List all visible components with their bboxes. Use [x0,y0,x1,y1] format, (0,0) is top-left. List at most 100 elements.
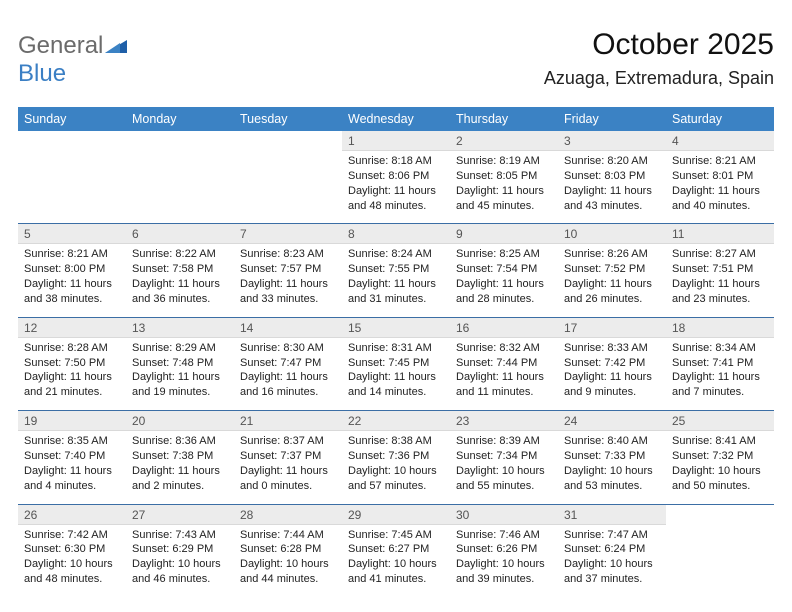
sunrise-text: Sunrise: 8:39 AM [456,434,552,449]
day-header: Sunday [18,107,126,131]
day-detail-cell: Sunrise: 8:36 AMSunset: 7:38 PMDaylight:… [126,431,234,504]
day-number: 6 [126,224,234,244]
daylight-text: and 38 minutes. [24,292,120,307]
day-detail-row: Sunrise: 8:35 AMSunset: 7:40 PMDaylight:… [18,431,774,504]
day-number: 28 [234,505,342,525]
day-detail-row: Sunrise: 8:28 AMSunset: 7:50 PMDaylight:… [18,337,774,410]
day-header: Friday [558,107,666,131]
sunset-text: Sunset: 6:30 PM [24,542,120,557]
day-number: 25 [666,411,774,431]
daylight-text: Daylight: 11 hours [240,277,336,292]
day-number: 16 [450,318,558,338]
daylight-text: and 4 minutes. [24,479,120,494]
location: Azuaga, Extremadura, Spain [544,68,774,89]
day-detail-row: Sunrise: 7:42 AMSunset: 6:30 PMDaylight:… [18,524,774,597]
daylight-text: and 45 minutes. [456,199,552,214]
day-number: 20 [126,411,234,431]
sunrise-text: Sunrise: 8:33 AM [564,341,660,356]
day-number: 4 [666,131,774,151]
sunrise-text: Sunrise: 8:31 AM [348,341,444,356]
sunset-text: Sunset: 8:03 PM [564,169,660,184]
sunset-text: Sunset: 6:24 PM [564,542,660,557]
header: General Blue October 2025 Azuaga, Extrem… [18,28,774,89]
day-detail-row: Sunrise: 8:18 AMSunset: 8:06 PMDaylight:… [18,151,774,224]
day-detail-cell: Sunrise: 8:34 AMSunset: 7:41 PMDaylight:… [666,337,774,410]
sunset-text: Sunset: 6:28 PM [240,542,336,557]
day-number: 5 [18,224,126,244]
day-number: 3 [558,131,666,151]
day-number: 8 [342,224,450,244]
daylight-text: and 48 minutes. [24,572,120,587]
daylight-text: and 16 minutes. [240,385,336,400]
daylight-text: Daylight: 11 hours [672,184,768,199]
daylight-text: Daylight: 11 hours [672,370,768,385]
sunset-text: Sunset: 7:45 PM [348,356,444,371]
sunrise-text: Sunrise: 7:44 AM [240,528,336,543]
sunset-text: Sunset: 7:44 PM [456,356,552,371]
daylight-text: Daylight: 11 hours [456,184,552,199]
day-number: 27 [126,505,234,525]
day-detail-cell [18,151,126,224]
sunset-text: Sunset: 8:06 PM [348,169,444,184]
sunrise-text: Sunrise: 8:40 AM [564,434,660,449]
daylight-text: Daylight: 11 hours [24,370,120,385]
daylight-text: and 28 minutes. [456,292,552,307]
day-detail-cell [666,524,774,597]
day-detail-cell: Sunrise: 8:22 AMSunset: 7:58 PMDaylight:… [126,244,234,317]
day-detail-cell: Sunrise: 7:43 AMSunset: 6:29 PMDaylight:… [126,524,234,597]
day-detail-cell: Sunrise: 8:37 AMSunset: 7:37 PMDaylight:… [234,431,342,504]
day-number [18,131,126,151]
day-number [126,131,234,151]
sunrise-text: Sunrise: 7:45 AM [348,528,444,543]
day-detail-cell: Sunrise: 8:27 AMSunset: 7:51 PMDaylight:… [666,244,774,317]
daylight-text: and 55 minutes. [456,479,552,494]
day-number: 15 [342,318,450,338]
sunset-text: Sunset: 6:26 PM [456,542,552,557]
day-detail-cell: Sunrise: 7:45 AMSunset: 6:27 PMDaylight:… [342,524,450,597]
sunrise-text: Sunrise: 8:23 AM [240,247,336,262]
daylight-text: Daylight: 10 hours [456,557,552,572]
daylight-text: and 53 minutes. [564,479,660,494]
daylight-text: Daylight: 11 hours [564,370,660,385]
sunrise-text: Sunrise: 8:21 AM [672,154,768,169]
daylight-text: Daylight: 11 hours [456,370,552,385]
sunset-text: Sunset: 7:33 PM [564,449,660,464]
day-detail-cell: Sunrise: 8:21 AMSunset: 8:01 PMDaylight:… [666,151,774,224]
title-block: October 2025 Azuaga, Extremadura, Spain [544,28,774,89]
day-number-row: 19202122232425 [18,411,774,431]
day-number: 24 [558,411,666,431]
daylight-text: and 9 minutes. [564,385,660,400]
sunrise-text: Sunrise: 8:26 AM [564,247,660,262]
day-number: 9 [450,224,558,244]
sunrise-text: Sunrise: 8:38 AM [348,434,444,449]
daylight-text: Daylight: 11 hours [564,184,660,199]
daylight-text: Daylight: 11 hours [672,277,768,292]
day-number: 31 [558,505,666,525]
day-number: 1 [342,131,450,151]
sunrise-text: Sunrise: 8:35 AM [24,434,120,449]
sunset-text: Sunset: 8:00 PM [24,262,120,277]
sunset-text: Sunset: 6:27 PM [348,542,444,557]
sunrise-text: Sunrise: 8:36 AM [132,434,228,449]
daylight-text: and 14 minutes. [348,385,444,400]
day-number: 12 [18,318,126,338]
day-detail-cell [234,151,342,224]
sunset-text: Sunset: 7:51 PM [672,262,768,277]
sunrise-text: Sunrise: 7:43 AM [132,528,228,543]
day-header: Thursday [450,107,558,131]
day-number: 14 [234,318,342,338]
day-number: 26 [18,505,126,525]
daylight-text: and 19 minutes. [132,385,228,400]
daylight-text: Daylight: 11 hours [348,184,444,199]
day-number [234,131,342,151]
day-number-row: 1234 [18,131,774,151]
day-detail-cell: Sunrise: 8:24 AMSunset: 7:55 PMDaylight:… [342,244,450,317]
day-number: 19 [18,411,126,431]
day-number: 18 [666,318,774,338]
day-detail-cell: Sunrise: 8:23 AMSunset: 7:57 PMDaylight:… [234,244,342,317]
sunset-text: Sunset: 7:36 PM [348,449,444,464]
daylight-text: Daylight: 10 hours [24,557,120,572]
sunrise-text: Sunrise: 7:46 AM [456,528,552,543]
daylight-text: and 43 minutes. [564,199,660,214]
day-number-row: 567891011 [18,224,774,244]
